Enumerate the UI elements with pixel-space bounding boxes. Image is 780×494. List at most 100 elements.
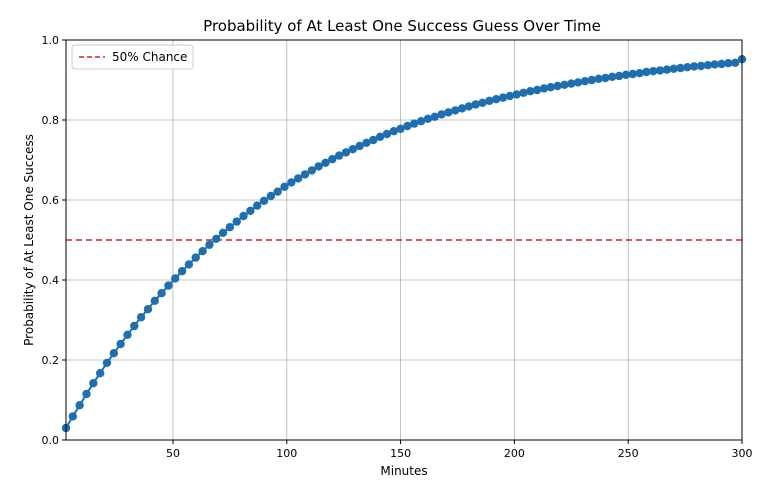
x-tick-label: 50	[166, 447, 180, 460]
y-axis-label: Probability of At Least One Success	[22, 134, 36, 346]
data-point	[205, 240, 214, 249]
data-point	[375, 132, 385, 141]
data-point	[608, 72, 617, 82]
data-point	[150, 296, 159, 305]
data-point	[252, 201, 262, 210]
data-point	[594, 74, 603, 84]
data-point	[491, 95, 501, 104]
data-point	[198, 247, 207, 256]
ticks: 50 100 150 200 250 300 0.0 0.2 0.4 0.6 0.8 1.0	[42, 34, 753, 460]
data-point	[519, 88, 528, 98]
data-point	[621, 70, 631, 80]
legend-label: 50% Chance	[112, 50, 187, 64]
data-point	[102, 358, 112, 367]
data-point	[560, 80, 569, 90]
data-point	[539, 84, 549, 93]
x-tick-label: 150	[390, 447, 411, 460]
data-point	[580, 77, 590, 86]
data-point	[191, 253, 200, 262]
data-point	[642, 67, 651, 77]
x-tick-label: 300	[732, 447, 753, 460]
data-point	[130, 321, 139, 331]
legend: 50% Chance	[71, 44, 194, 70]
data-point	[730, 58, 740, 67]
y-tick-label: 1.0	[42, 34, 60, 47]
legend-box	[71, 44, 194, 70]
data-point	[341, 148, 351, 157]
data-point	[82, 389, 91, 399]
data-point	[348, 145, 357, 154]
data-point	[164, 281, 173, 290]
data-point	[157, 289, 166, 298]
data-point	[416, 117, 426, 126]
data-point	[307, 166, 317, 175]
x-tick-label: 200	[504, 447, 525, 460]
y-tick-label: 0.6	[42, 194, 60, 207]
data-point	[430, 112, 439, 122]
data-point	[683, 62, 692, 72]
data-point	[177, 267, 187, 276]
data-point	[89, 379, 98, 388]
data-point	[498, 93, 508, 102]
data-point	[232, 217, 241, 226]
data-point	[546, 83, 556, 92]
plot-frame	[65, 39, 743, 441]
data-point	[136, 313, 146, 322]
data-point	[225, 223, 235, 232]
data-point	[143, 305, 153, 314]
data-point	[314, 162, 323, 171]
data-point	[669, 64, 678, 74]
data-point	[478, 98, 487, 108]
data-point	[676, 63, 685, 73]
data-point	[635, 69, 644, 78]
data-point	[614, 71, 624, 81]
data-point	[724, 59, 733, 68]
data-point	[717, 59, 726, 69]
data-point	[68, 412, 78, 421]
data-point	[273, 187, 282, 196]
data-point	[553, 81, 562, 91]
x-tick-label: 100	[276, 447, 297, 460]
data-point	[451, 106, 460, 115]
data-point	[212, 234, 221, 243]
data-point	[457, 104, 467, 113]
data-point	[444, 108, 453, 117]
data-point	[75, 401, 84, 410]
data-point	[259, 196, 269, 205]
y-tick-label: 0.4	[42, 274, 60, 287]
data-point	[710, 60, 719, 69]
data-point	[587, 75, 596, 85]
data-point	[690, 62, 699, 71]
data-point	[300, 170, 310, 179]
data-point	[396, 124, 405, 133]
data-point	[293, 174, 303, 183]
data-point	[369, 135, 378, 145]
data-point	[239, 211, 248, 221]
data-point	[123, 330, 132, 339]
data-point	[171, 274, 180, 283]
data-point	[403, 121, 412, 131]
data-point	[485, 96, 494, 106]
data-point	[184, 260, 194, 269]
x-tick-label: 250	[618, 447, 639, 460]
data-point	[505, 91, 515, 101]
data-point	[246, 206, 255, 215]
data-point	[218, 228, 228, 237]
data-point	[532, 85, 542, 95]
data-point	[328, 155, 337, 164]
data-point	[662, 65, 672, 74]
y-tick-label: 0.0	[42, 434, 60, 447]
data-point	[95, 369, 105, 378]
data-point	[464, 102, 474, 111]
data-point	[266, 191, 276, 201]
data-point	[512, 90, 521, 99]
data-point	[601, 73, 610, 83]
data-point	[410, 119, 419, 128]
data-point	[573, 78, 583, 87]
data-point	[334, 151, 344, 160]
data-point	[280, 182, 289, 191]
data-point	[526, 87, 535, 96]
data-point	[567, 79, 576, 88]
data-point	[423, 114, 433, 124]
